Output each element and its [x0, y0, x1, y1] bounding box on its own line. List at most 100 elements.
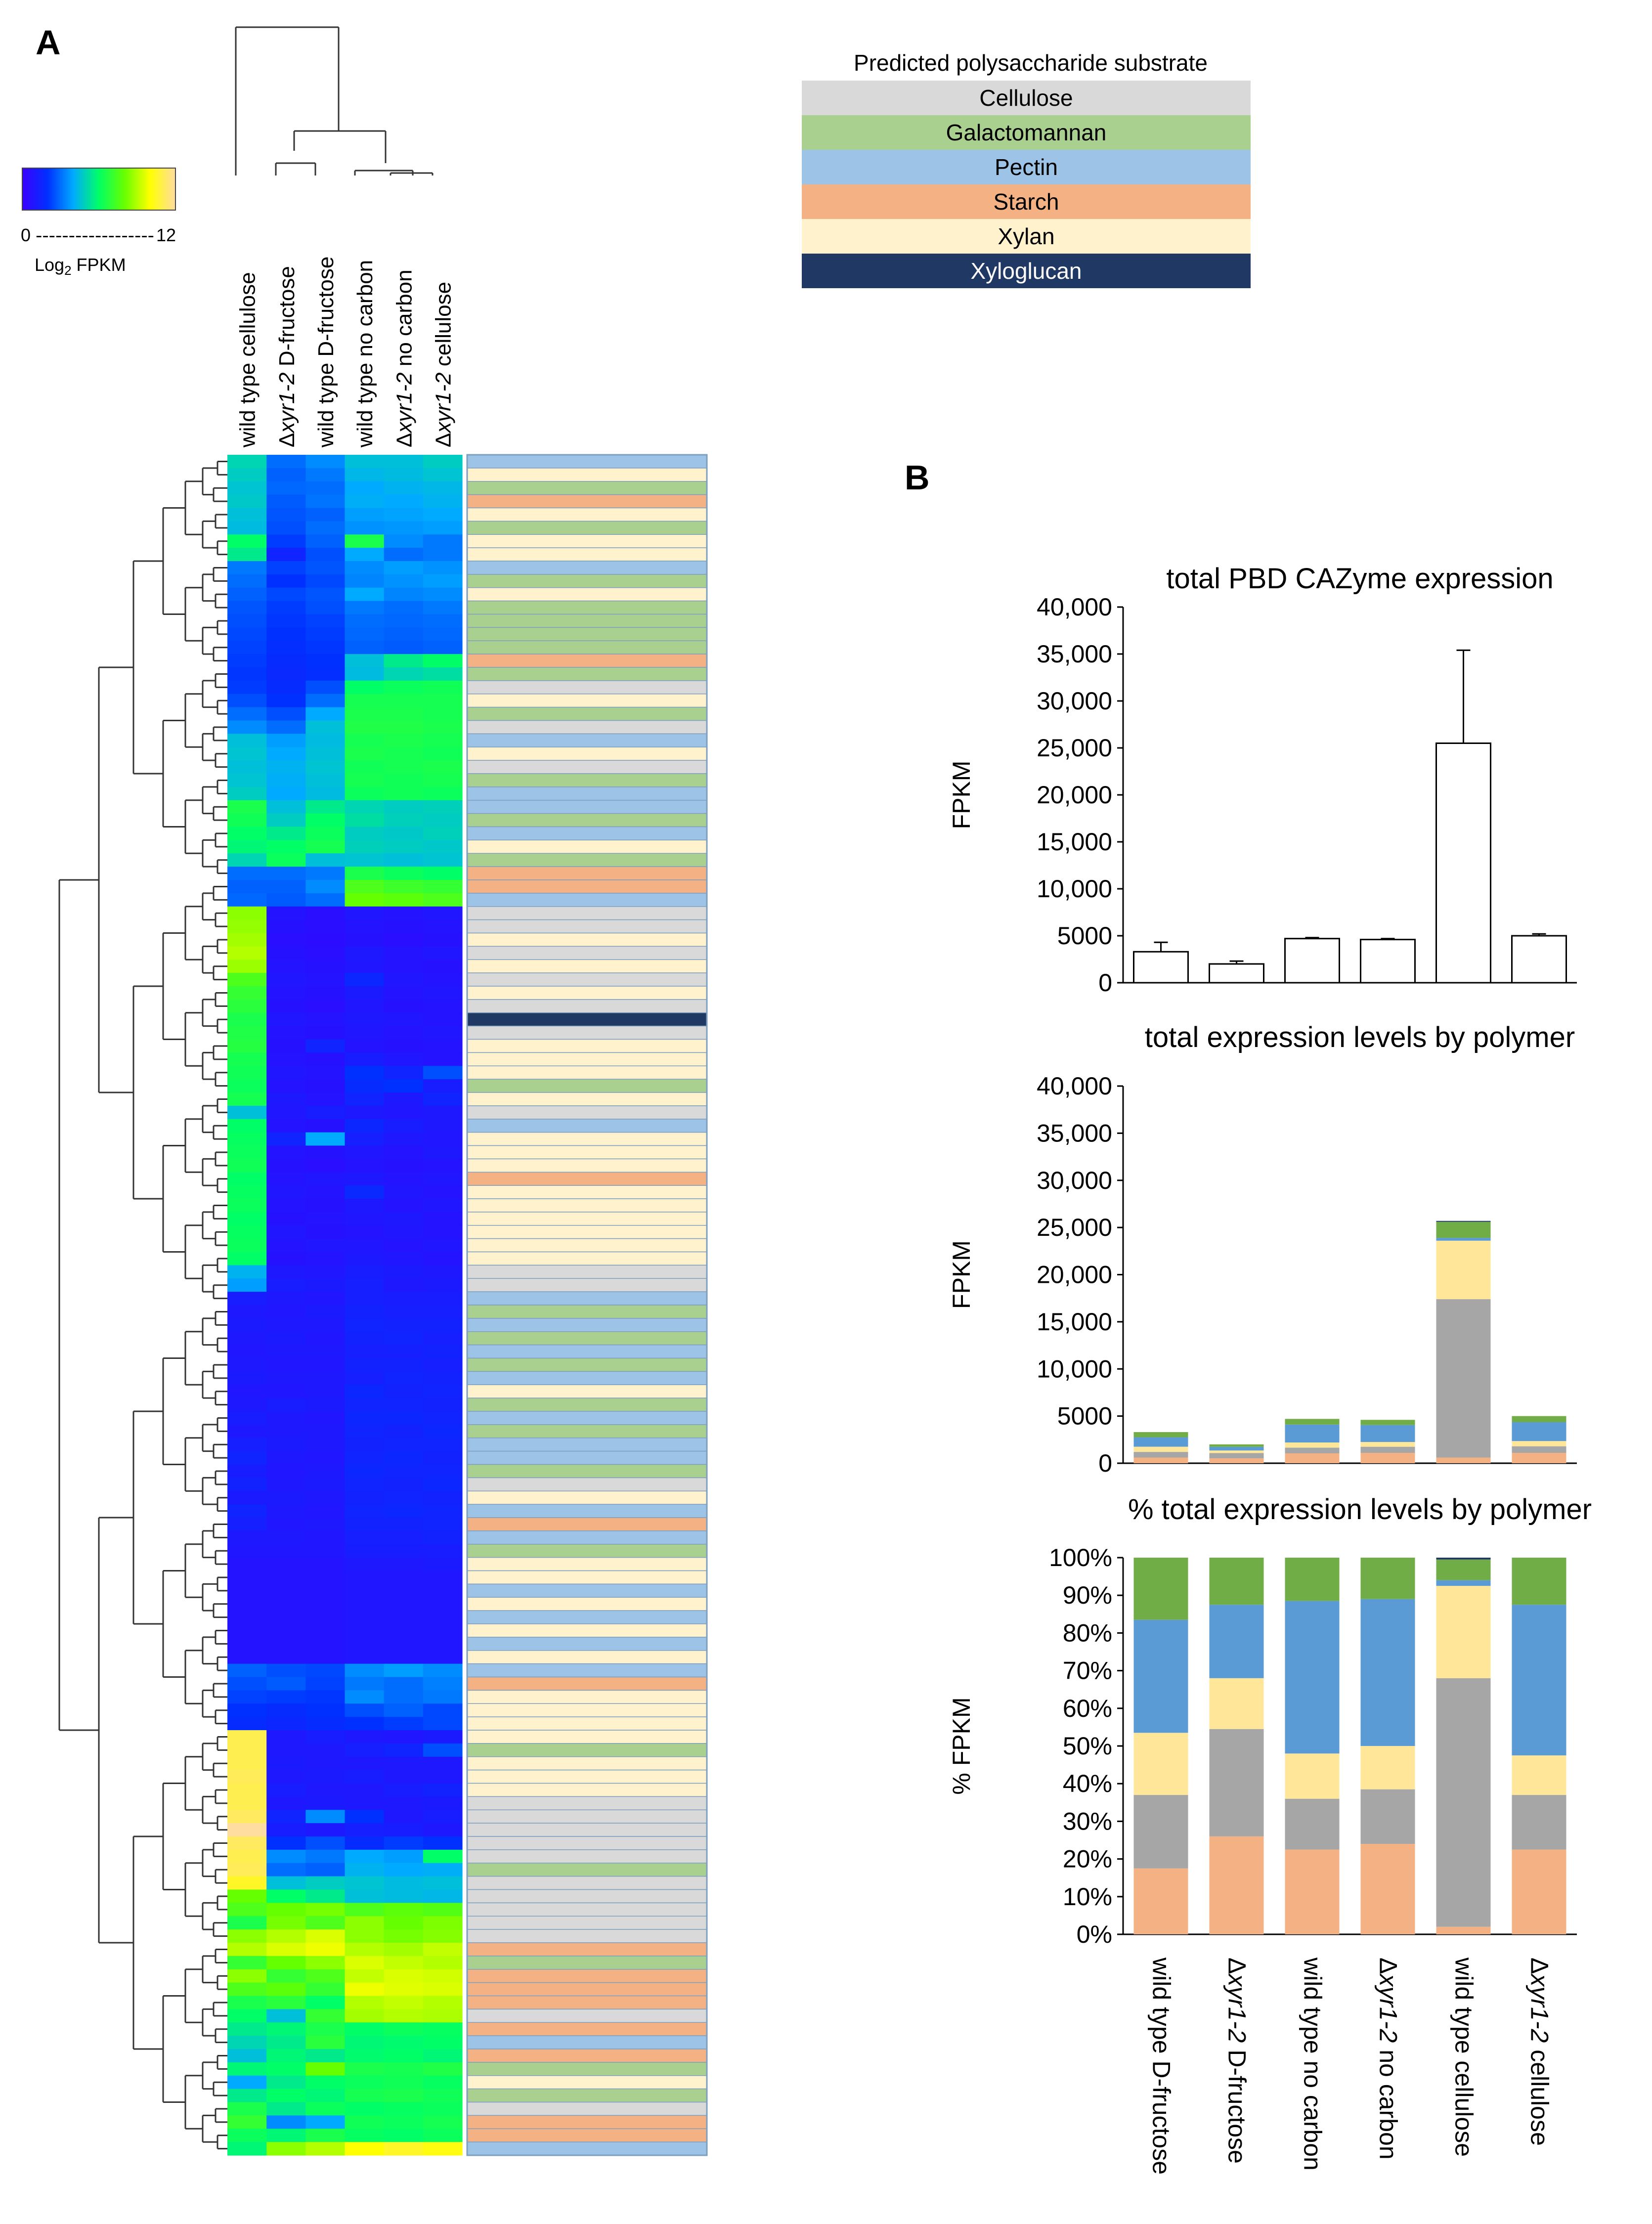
- heatmap-cell: [423, 1371, 463, 1385]
- heatmap-cell: [345, 1783, 385, 1797]
- stacked-bar-segment: [1436, 1299, 1491, 1458]
- stacked-bar-segment: [1512, 1422, 1566, 1441]
- label-prefix: Δ: [392, 433, 416, 447]
- heatmap-cell: [227, 946, 267, 960]
- heatmap-cell: [266, 1783, 306, 1797]
- heatmap-cell: [305, 1703, 346, 1717]
- heatmap-cell: [423, 1597, 463, 1611]
- heatmap-cell: [227, 1889, 267, 1903]
- heatmap-cell: [384, 1199, 424, 1213]
- heatmap-cell: [384, 574, 424, 588]
- stacked-bar-segment: [1133, 1446, 1188, 1452]
- legend-swatch: [802, 150, 1251, 184]
- heatmap-cell: [345, 614, 385, 628]
- heatmap-cell: [423, 521, 463, 535]
- heatmap-cell: [384, 1079, 424, 1093]
- heatmap-cell: [345, 1464, 385, 1478]
- substrate-cell: [467, 1929, 707, 1943]
- heatmap-cell: [266, 1398, 306, 1412]
- percent-bar-segment: [1285, 1798, 1340, 1850]
- row-dendro-branch: [213, 1762, 227, 1778]
- heatmap-cell: [345, 1358, 385, 1372]
- heatmap-cell: [305, 1212, 346, 1226]
- percent-bar-segment: [1512, 1605, 1566, 1756]
- heatmap-cell: [423, 2022, 463, 2036]
- substrate-cell: [467, 1809, 707, 1824]
- row-dendro-branch: [213, 1204, 227, 1220]
- heatmap-cell: [266, 1079, 306, 1093]
- heatmap-cell: [227, 1052, 267, 1066]
- y-tick-label: 40,000: [1037, 593, 1112, 621]
- heatmap-cell: [345, 919, 385, 934]
- y-tick-label: 0: [1098, 1449, 1112, 1477]
- heatmap-column-label: Δxyr1-2 no carbon: [392, 269, 416, 447]
- substrate-cell: [467, 1690, 707, 1704]
- heatmap-cell: [305, 867, 346, 880]
- heatmap-cell: [305, 1916, 346, 1930]
- heatmap-cell: [345, 2049, 385, 2063]
- heatmap-cell: [423, 1530, 463, 1545]
- heatmap-cell: [423, 1265, 463, 1279]
- heatmap-cell: [384, 1650, 424, 1664]
- heatmap-cell: [423, 1318, 463, 1332]
- row-dendro-branch: [162, 1570, 185, 1678]
- heatmap-cell: [384, 1810, 424, 1824]
- heatmap-cell: [384, 1451, 424, 1465]
- heatmap-cell: [345, 1796, 385, 1810]
- heatmap-cell: [384, 1663, 424, 1678]
- substrate-cell: [467, 2049, 707, 2063]
- heatmap-cell: [384, 2062, 424, 2076]
- heatmap-cell: [345, 1079, 385, 1093]
- heatmap-cell: [345, 1305, 385, 1319]
- substrate-cell: [467, 999, 707, 1013]
- heatmap-cell: [384, 587, 424, 602]
- heatmap-cell: [423, 1557, 463, 1571]
- heatmap-cell: [423, 1212, 463, 1226]
- substrate-cell: [467, 1637, 707, 1651]
- heatmap-cell: [345, 1318, 385, 1332]
- heatmap-cell: [227, 786, 267, 801]
- heatmap-cell: [266, 1358, 306, 1372]
- heatmap-cell: [227, 747, 267, 761]
- heatmap-cell: [227, 1544, 267, 1558]
- heatmap-cell: [305, 508, 346, 522]
- heatmap-cell: [266, 747, 306, 761]
- heatmap-cell: [423, 587, 463, 602]
- label-rest: wild type cellulose: [1450, 1957, 1478, 2157]
- heatmap-cell: [384, 1438, 424, 1452]
- heatmap-cell: [266, 680, 306, 695]
- heatmap-cell: [227, 614, 267, 628]
- y-tick-label: 50%: [1063, 1732, 1112, 1760]
- substrate-cell: [467, 946, 707, 960]
- heatmap-cell: [227, 1292, 267, 1306]
- heatmap-cell: [305, 813, 346, 828]
- substrate-cell: [467, 521, 707, 535]
- heatmap-cell: [266, 1584, 306, 1598]
- substrate-cell: [467, 547, 707, 562]
- heatmap-cell: [305, 880, 346, 894]
- heatmap-cell: [345, 880, 385, 894]
- heatmap-cell: [423, 2049, 463, 2063]
- row-dendro-branch: [162, 1995, 185, 2103]
- heatmap-cell: [305, 1318, 346, 1332]
- heatmap-cell: [384, 1518, 424, 1531]
- substrate-cell: [467, 826, 707, 841]
- heatmap-cell: [266, 587, 306, 602]
- heatmap-cell: [305, 999, 346, 1013]
- legend-swatch: [802, 81, 1251, 115]
- heatmap-cell: [423, 1663, 463, 1678]
- heatmap-cell: [305, 641, 346, 654]
- row-dendro-branch: [98, 1517, 133, 1944]
- heatmap-cell: [345, 946, 385, 960]
- heatmap-cell: [305, 1278, 346, 1292]
- heatmap-cell: [384, 2102, 424, 2116]
- row-dendro-branch: [213, 1364, 227, 1379]
- heatmap-cell: [266, 1105, 306, 1120]
- heatmap-cell: [227, 1677, 267, 1691]
- heatmap-cell: [227, 2009, 267, 2023]
- heatmap-cell: [266, 720, 306, 734]
- substrate-cell: [467, 1318, 707, 1332]
- y-tick-label: 80%: [1063, 1619, 1112, 1647]
- heatmap-cell: [227, 1690, 267, 1704]
- heatmap-cell: [423, 1982, 463, 1997]
